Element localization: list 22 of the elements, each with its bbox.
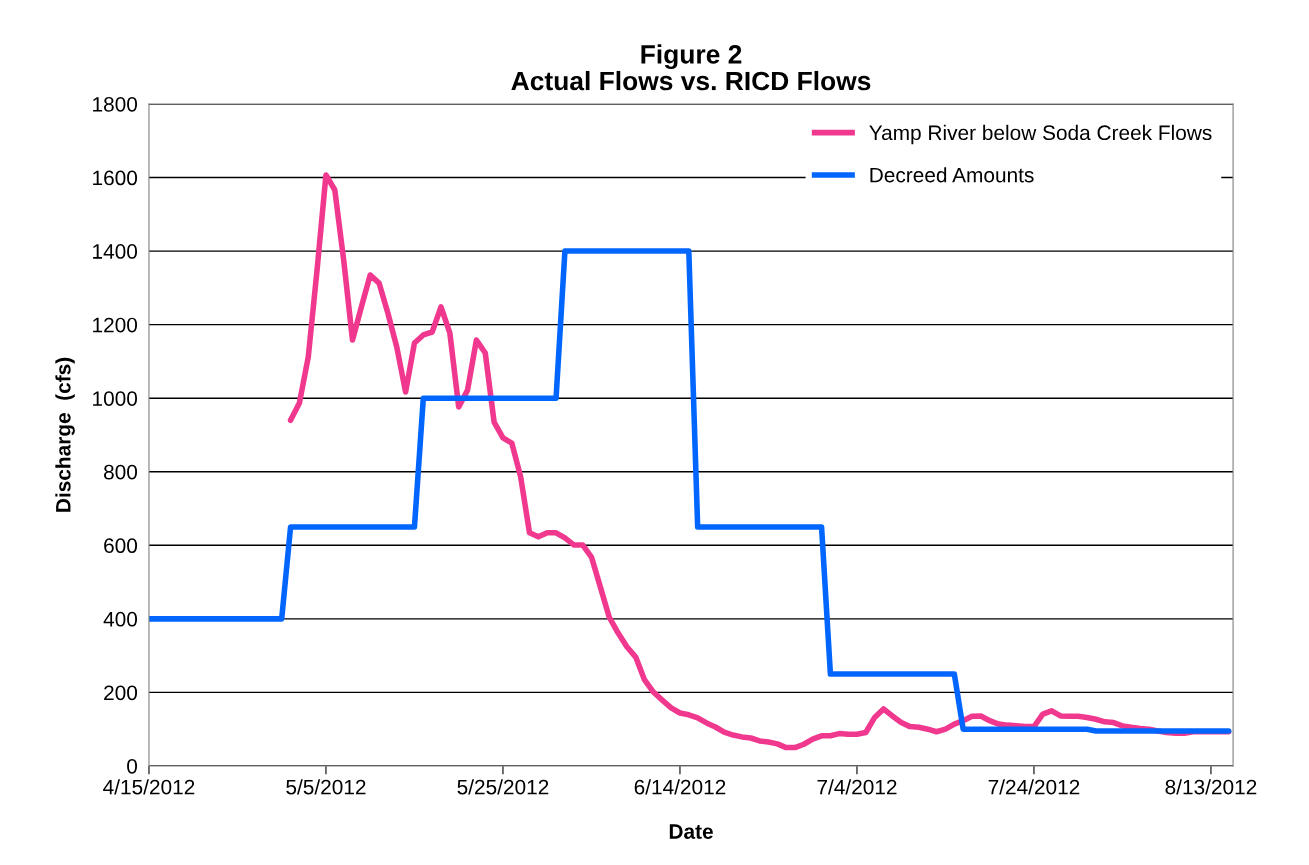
y-tick-label: 400: [103, 611, 138, 627]
x-tick-label: 4/15/2012: [103, 779, 195, 795]
y-axis-title: Discharge (cfs): [55, 357, 75, 512]
y-tick-label: 600: [104, 538, 138, 554]
legend-label: Decreed Amounts: [870, 167, 1034, 183]
x-tick-label: 7/24/2012: [988, 779, 1080, 795]
x-axis-title: Date: [669, 824, 713, 839]
y-tick-label: 1200: [93, 317, 138, 333]
y-tick-label: 0: [127, 758, 138, 774]
x-tick-label: 8/13/2012: [1165, 779, 1257, 795]
y-tick-label: 800: [104, 464, 138, 480]
y-tick-label: 1000: [93, 391, 138, 406]
x-tick-label: 6/14/2012: [634, 779, 726, 795]
y-tick-label: 1400: [93, 244, 138, 259]
x-tick-label: 5/25/2012: [457, 779, 549, 795]
chart-title: Figure 2 Actual Flows vs. RICD Flows: [511, 44, 871, 91]
legend-label: Yamp River below Soda Creek Flows: [869, 124, 1212, 145]
y-tick-label: 1800: [93, 96, 138, 112]
y-tick-label: 1600: [93, 170, 138, 186]
x-tick-label: 5/5/2012: [286, 779, 366, 795]
x-tick-label: 7/4/2012: [817, 779, 897, 795]
y-tick-label: 200: [104, 685, 138, 701]
